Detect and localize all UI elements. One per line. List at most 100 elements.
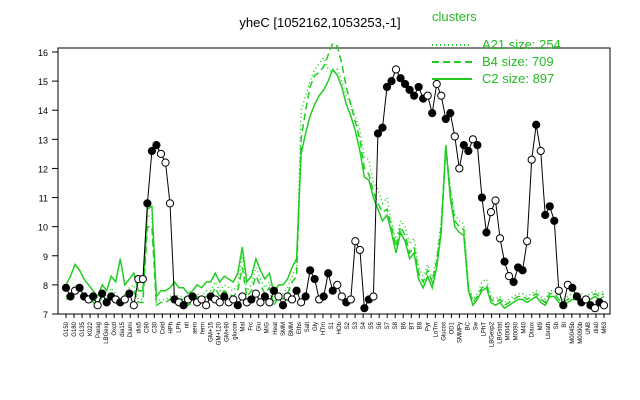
data-point: [143, 199, 152, 208]
x-tick-label: HTm: [321, 322, 327, 335]
data-point: [197, 295, 206, 304]
data-point: [536, 146, 545, 156]
data-point: [346, 295, 355, 304]
data-point: [459, 141, 468, 150]
x-tick-label: LBGexp: [104, 321, 110, 343]
x-tick-label: M9: [538, 321, 544, 330]
data-point: [441, 114, 450, 124]
y-tick-label: 16: [38, 48, 48, 58]
x-tick-label: LoTm: [433, 322, 439, 337]
x-tick-label: dia15: [120, 321, 126, 336]
plot-frame: [57, 47, 611, 315]
data-point: [532, 120, 541, 129]
x-tick-label: Heat: [273, 322, 279, 335]
data-point: [581, 295, 591, 304]
x-tick-label: UNB: [586, 322, 592, 335]
x-tick-label: M0045: [506, 321, 512, 340]
x-tick-label: Eths: [297, 322, 303, 334]
x-tick-label: S6: [377, 321, 383, 329]
y-tick-label: 15: [38, 77, 48, 87]
data-point: [410, 91, 419, 100]
y-tick-label: 12: [38, 164, 48, 174]
x-tick-label: BT: [409, 322, 415, 330]
data-point: [491, 196, 500, 205]
x-tick-label: K022: [88, 321, 94, 336]
data-point: [450, 132, 459, 141]
data-point: [138, 274, 147, 284]
x-tick-label: G135: [80, 321, 86, 336]
y-axis-ticks: 7 8 9 10 11 12 13 14 15 16: [38, 48, 58, 320]
data-point: [360, 304, 369, 313]
x-tick-label: Salt: [305, 322, 311, 333]
x-tick-label: S3: [353, 321, 359, 329]
data-point: [120, 295, 129, 304]
data-point: [274, 292, 283, 301]
data-point: [523, 237, 532, 246]
data-point: [391, 65, 401, 74]
series-lines: [65, 42, 605, 310]
x-tick-label: B6: [401, 321, 407, 329]
data-point: [568, 283, 577, 292]
y-tick-label: 14: [38, 106, 48, 116]
x-tick-label: LBGstat: [498, 322, 504, 344]
x-tick-label: Glucos: [441, 322, 447, 341]
x-tick-label: nit: [184, 322, 190, 329]
legend: clusters A21 size: 254 B4 size: 709 C2 s…: [432, 9, 561, 86]
data-point: [428, 109, 437, 118]
data-point: [405, 85, 414, 94]
data-point: [355, 245, 364, 255]
x-tick-label: S4: [361, 321, 367, 329]
data-point: [495, 234, 505, 243]
y-tick-label: 8: [43, 281, 48, 291]
data-point: [486, 208, 496, 217]
x-tick-label: HOb: [337, 321, 343, 334]
y-tick-label: 11: [39, 194, 48, 204]
data-point: [129, 301, 138, 310]
x-tick-label: M0090: [514, 321, 520, 340]
data-point: [446, 109, 455, 118]
data-point: [301, 292, 310, 301]
x-tick-label: Oxctl: [112, 322, 118, 336]
data-point: [518, 266, 527, 275]
data-point: [256, 298, 265, 307]
data-point: [247, 295, 256, 304]
x-tick-label: S8: [393, 321, 399, 329]
data-point: [156, 149, 166, 158]
data-point: [396, 74, 405, 83]
x-tick-label: G180: [72, 321, 78, 336]
data-point: [102, 298, 111, 307]
x-tick-label: M0045b: [570, 321, 576, 343]
data-point: [287, 295, 297, 304]
data-point: [590, 304, 600, 313]
data-point: [599, 301, 609, 310]
x-tick-label: G150: [64, 321, 70, 336]
x-tick-label: C30: [152, 321, 158, 333]
data-point: [233, 301, 242, 310]
x-axis-ticks: G150 G180 G135 K022 Parag LBGexp Oxctl dia15 Dia…: [64, 314, 608, 347]
x-tick-label: BC: [465, 321, 471, 330]
data-point: [66, 292, 75, 301]
data-point: [260, 292, 270, 301]
data-point: [504, 272, 514, 281]
data-point: [373, 129, 383, 138]
x-tick-label: B8: [417, 321, 423, 329]
data-point: [333, 280, 342, 289]
x-tick-label: Pyr: [425, 322, 431, 331]
x-tick-label: Diami: [128, 322, 134, 337]
data-point: [147, 146, 156, 156]
x-tick-label: Cold: [160, 322, 166, 334]
data-point: [545, 202, 554, 211]
data-points: [61, 65, 609, 313]
x-tick-label: dia5: [136, 321, 142, 333]
x-tick-label: M0090b: [578, 321, 584, 343]
data-point: [500, 257, 509, 266]
data-point: [229, 295, 238, 304]
data-point: [509, 277, 518, 287]
data-point: [292, 286, 301, 295]
x-tick-label: LBGexp2: [490, 321, 496, 347]
data-point: [161, 158, 170, 167]
x-tick-label: M/G: [265, 322, 271, 334]
data-point: [220, 292, 229, 301]
data-point: [382, 82, 392, 92]
